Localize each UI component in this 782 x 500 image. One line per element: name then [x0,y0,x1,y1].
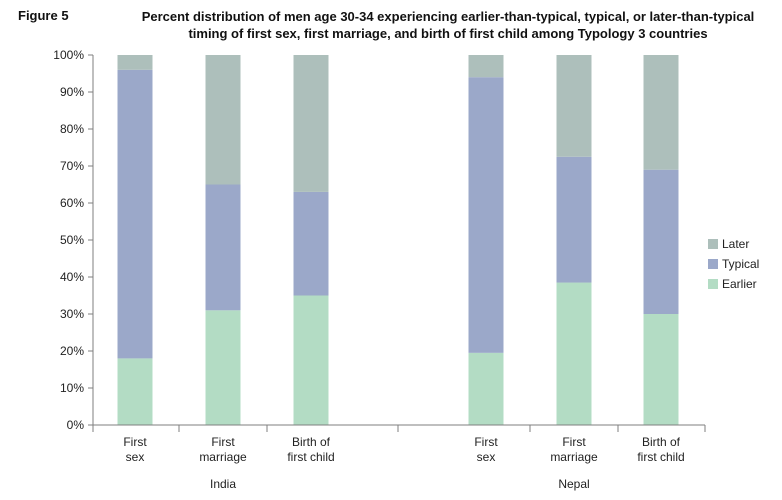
legend-swatch-typical [708,259,718,269]
bar-nepal-1-later [468,55,504,78]
category-label: First sex [474,435,498,464]
y-tick-label: 0% [67,418,85,432]
bar-india-2-later [205,55,241,185]
category-label: First sex [123,435,147,464]
bar-nepal-2-earlier [556,282,592,425]
y-tick-label: 10% [60,381,84,395]
y-tick-label: 90% [60,85,84,99]
bar-nepal-3-typical [643,169,679,314]
y-tick-label: 50% [60,233,84,247]
chart-title: Percent distribution of men age 30-34 ex… [141,9,755,41]
bar-india-1-later [117,55,153,70]
legend-label-later: Later [722,237,749,251]
legend-swatch-later [708,239,718,249]
category-label: First marriage [550,435,598,464]
y-tick-label: 70% [60,159,84,173]
category-label: First marriage [199,435,247,464]
y-tick-label: 20% [60,344,84,358]
group-label-india: India [210,477,236,491]
legend-label-typical: Typical [722,257,759,271]
category-label: Birth of first child [637,435,684,464]
bar-nepal-1-earlier [468,352,504,425]
figure-label: Figure 5 [18,8,69,23]
y-tick-label: 60% [60,196,84,210]
bar-india-1-typical [117,69,153,359]
bar-nepal-3-later [643,55,679,170]
group-label-nepal: Nepal [558,477,589,491]
y-tick-label: 100% [53,48,84,62]
bar-india-3-typical [293,191,329,296]
bar-nepal-2-typical [556,156,592,283]
legend-swatch-earlier [708,279,718,289]
bar-india-2-earlier [205,310,241,425]
y-tick-label: 30% [60,307,84,321]
bar-nepal-3-earlier [643,314,679,425]
bar-nepal-1-typical [468,77,504,353]
bar-india-1-earlier [117,358,153,425]
y-tick-label: 80% [60,122,84,136]
y-tick-label: 40% [60,270,84,284]
bar-india-3-earlier [293,295,329,425]
category-label: Birth of first child [287,435,334,464]
bar-nepal-2-later [556,55,592,157]
bar-india-2-typical [205,184,241,311]
legend-label-earlier: Earlier [722,277,757,291]
bar-india-3-later [293,55,329,192]
